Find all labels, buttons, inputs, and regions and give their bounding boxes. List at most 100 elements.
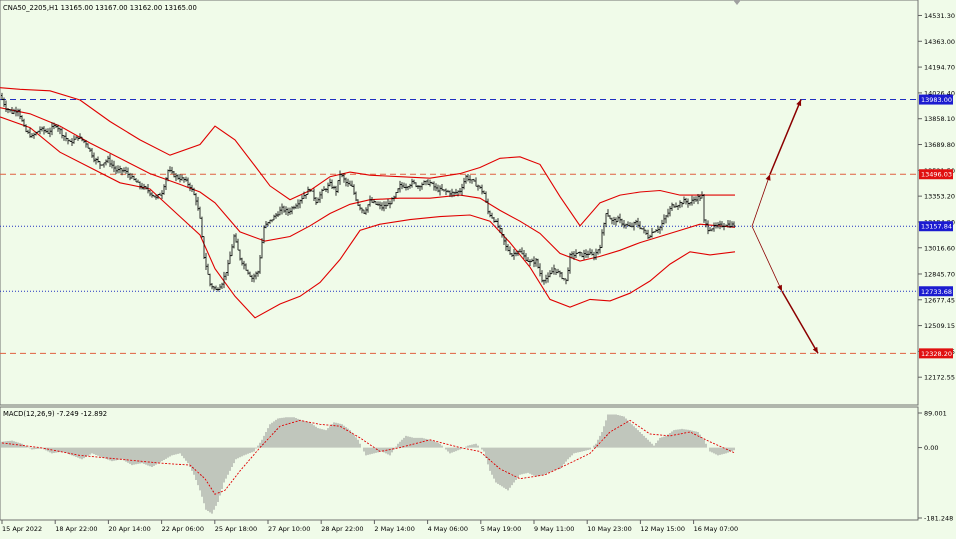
projection-arrows <box>751 99 819 354</box>
candle <box>633 221 635 231</box>
candle <box>333 185 335 190</box>
candle <box>327 182 329 194</box>
candle <box>659 226 661 234</box>
candle <box>375 201 377 205</box>
candle <box>267 221 269 227</box>
candle <box>61 128 63 139</box>
candle <box>653 231 655 233</box>
candle <box>401 182 403 190</box>
candle <box>263 225 265 244</box>
candle <box>725 224 727 227</box>
candle <box>81 136 83 142</box>
candle <box>77 136 79 141</box>
candle <box>639 221 641 230</box>
candle <box>477 184 479 191</box>
candle <box>279 206 281 216</box>
candle <box>119 165 121 174</box>
candle <box>369 195 371 207</box>
candle <box>411 178 413 188</box>
candle <box>571 251 573 259</box>
candle <box>663 214 665 225</box>
arrowhead-icon <box>812 346 818 354</box>
candle <box>601 229 603 248</box>
candle <box>365 207 367 215</box>
candle <box>103 162 105 168</box>
candle <box>339 170 341 185</box>
candle <box>237 238 239 251</box>
time-axis[interactable]: 15 Apr 2022 18 Apr 22:00 20 Apr 14:00 22 Ap… <box>1 520 738 533</box>
candle <box>151 192 153 198</box>
candle <box>341 173 343 178</box>
price-tick-label: 13858.10 <box>924 115 955 123</box>
candle <box>589 248 591 255</box>
candle <box>603 222 605 236</box>
candle <box>79 133 81 140</box>
macd-pane[interactable]: 89.001 0.00 -181.248 MACD(12,26,9) -7.249 … <box>0 406 953 523</box>
candle <box>717 222 719 229</box>
candle <box>177 174 179 180</box>
candle <box>387 199 389 207</box>
candle <box>511 252 513 258</box>
candle <box>101 164 103 166</box>
candle <box>305 194 307 199</box>
price-pane[interactable]: 14531.30 14363.00 14194.70 14026.40 13858.10… <box>0 0 955 406</box>
candle <box>543 279 545 285</box>
candle <box>245 263 247 271</box>
price-tick-label: 13353.20 <box>924 193 955 201</box>
candle <box>231 244 233 257</box>
candle <box>199 206 201 219</box>
scroll-marker-icon[interactable] <box>733 0 741 5</box>
candle <box>181 174 183 181</box>
candle <box>37 130 39 133</box>
candle <box>191 184 193 192</box>
candle <box>525 253 527 261</box>
candle <box>41 126 43 132</box>
price-axis[interactable]: 14531.30 14363.00 14194.70 14026.40 13858.10… <box>918 12 955 382</box>
candle <box>109 154 111 168</box>
candle <box>75 136 77 140</box>
candle <box>617 215 619 223</box>
candle <box>363 209 365 214</box>
level-badge <box>919 348 953 359</box>
projection-arrow[interactable] <box>751 99 802 227</box>
candle <box>171 166 173 174</box>
candle <box>487 198 489 215</box>
candle <box>15 106 17 117</box>
candle <box>537 258 539 269</box>
time-tick-label: 15 Apr 2022 <box>2 525 42 533</box>
candle <box>219 284 221 290</box>
candle <box>503 234 505 246</box>
candle <box>273 214 275 221</box>
candle <box>225 272 227 281</box>
candle <box>577 252 579 255</box>
candle <box>111 159 113 169</box>
candle <box>607 209 609 217</box>
candle <box>523 250 525 259</box>
candle <box>685 197 687 205</box>
price-tick-label: 12509.15 <box>924 322 955 330</box>
candle <box>547 272 549 283</box>
macd-axis[interactable]: 89.001 0.00 -181.248 <box>918 410 953 523</box>
candle <box>409 183 411 189</box>
candle <box>329 178 331 187</box>
candle <box>519 248 521 253</box>
candle <box>691 195 693 206</box>
candle <box>405 183 407 191</box>
candle <box>91 147 93 158</box>
candle <box>719 220 721 230</box>
candle <box>345 177 347 187</box>
candle <box>283 205 285 213</box>
candle <box>449 190 451 197</box>
candle <box>513 249 515 260</box>
candle <box>483 190 485 195</box>
time-tick-label: 22 Apr 06:00 <box>162 525 204 533</box>
candle <box>661 219 663 231</box>
candle <box>351 180 353 187</box>
price-tick-label: 13689.80 <box>924 141 955 149</box>
projection-arrow[interactable] <box>751 226 819 354</box>
candle <box>687 198 689 208</box>
candle <box>147 183 149 194</box>
candle <box>359 204 361 211</box>
